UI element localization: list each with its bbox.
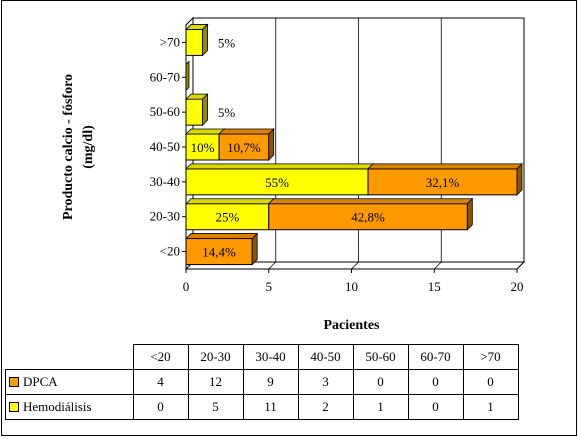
table-cell: 5 <box>187 394 244 420</box>
y-tick-label: 50-60 <box>150 104 180 119</box>
table-header-row: <20 20-30 30-40 40-50 50-60 60-70 >70 <box>5 344 519 370</box>
bar-segment <box>218 133 270 161</box>
bar-data-label: 42,8% <box>351 210 385 225</box>
bar-segment <box>185 98 204 126</box>
table-cell: 0 <box>462 369 519 395</box>
data-table: <20 20-30 30-40 40-50 50-60 60-70 >70 DP… <box>5 344 519 420</box>
bar-top-face <box>185 128 226 135</box>
y-tick-label: 30-40 <box>150 174 180 189</box>
table-header-cell: >70 <box>462 344 519 370</box>
y-tick-label: 20-30 <box>150 209 180 224</box>
x-tick-label: 5 <box>266 279 273 294</box>
x-tick-label: 0 <box>183 279 190 294</box>
table-header-cell: 40-50 <box>297 344 354 370</box>
bar-top-face <box>185 233 259 239</box>
hemodialisis-legend-swatch <box>9 402 19 413</box>
table-cell: 12 <box>187 369 244 395</box>
bar-segment <box>185 28 204 56</box>
table-cell: 0 <box>132 394 189 420</box>
table-cell: 1 <box>352 394 409 420</box>
gridline-floor <box>433 261 442 270</box>
table-header-cell: 50-60 <box>352 344 409 370</box>
bar-data-label: 14,4% <box>202 245 236 260</box>
table-row: Hemodiálisis 0 5 11 2 1 0 1 <box>5 394 519 420</box>
table-row-header: DPCA <box>5 369 134 395</box>
bar-side-face <box>185 60 190 92</box>
bar-top-face <box>185 198 275 205</box>
bar-top-face <box>267 198 474 205</box>
table-header-cell: <20 <box>132 344 189 370</box>
table-cell: 0 <box>407 394 464 420</box>
y-tick-label: <20 <box>160 244 180 259</box>
bar-data-label: 10% <box>191 140 215 155</box>
bar-side-face <box>202 23 208 57</box>
y-tick-label: 60-70 <box>150 69 180 84</box>
y-axis-title-line: Producto calcio - fósforo <box>61 74 76 220</box>
table-cell: 0 <box>407 369 464 395</box>
table-cell: 4 <box>132 369 189 395</box>
bar-side-face <box>251 232 258 266</box>
table-cell: 3 <box>297 369 354 395</box>
x-tick-label: 10 <box>345 279 358 294</box>
table-header-cell: 20-30 <box>187 344 244 370</box>
gridline-floor <box>351 261 359 270</box>
table-header-cell: 60-70 <box>407 344 464 370</box>
bar-top-face <box>367 163 523 170</box>
bar-side-face <box>202 93 208 127</box>
table-cell: 11 <box>242 394 299 420</box>
table-cell: 2 <box>297 394 354 420</box>
table-header-cell: 30-40 <box>242 344 299 370</box>
bar-side-face <box>268 128 275 161</box>
y-tick-label: >70 <box>160 34 180 49</box>
bar-data-label: 55% <box>265 175 289 190</box>
bar-data-label: 10,7% <box>227 140 261 155</box>
bar-data-label: 32,1% <box>426 175 460 190</box>
bar-side-face <box>466 197 473 231</box>
hemodialisis-legend-label: Hemodiálisis <box>23 399 92 414</box>
dpca-legend-swatch <box>9 377 19 388</box>
table-cell: 0 <box>352 369 409 395</box>
table-row-header: Hemodiálisis <box>5 394 134 420</box>
table-cell: 9 <box>242 369 299 395</box>
bar-data-label: 5% <box>218 35 236 50</box>
y-axis-title-line: (mg/dl) <box>81 125 96 169</box>
bar-top-face <box>185 163 375 170</box>
gridline-floor <box>268 261 277 270</box>
bar-data-label: 25% <box>215 210 239 225</box>
gridline-floor <box>516 261 525 270</box>
bar-side-face <box>516 162 523 196</box>
table-corner <box>5 344 134 370</box>
bar-segment <box>185 133 220 161</box>
y-tick-label: 40-50 <box>150 139 180 154</box>
dpca-legend-label: DPCA <box>23 374 58 389</box>
bar-top-face <box>218 128 275 135</box>
x-axis-title: Pacientes <box>324 318 381 333</box>
y-axis-title: Producto calcio - fósforo (mg/dl) <box>61 74 96 220</box>
table-row: DPCA 4 12 9 3 0 0 0 <box>5 369 519 395</box>
x-tick-label: 15 <box>428 279 441 294</box>
bar-data-label: 5% <box>218 105 236 120</box>
x-tick-label: 20 <box>511 279 524 294</box>
table-cell: 1 <box>462 394 519 420</box>
bar-chart: 0 5 10 15 20 <20 20-30 30-40 40-50 50-60 60-70 >70 1… <box>61 16 526 333</box>
